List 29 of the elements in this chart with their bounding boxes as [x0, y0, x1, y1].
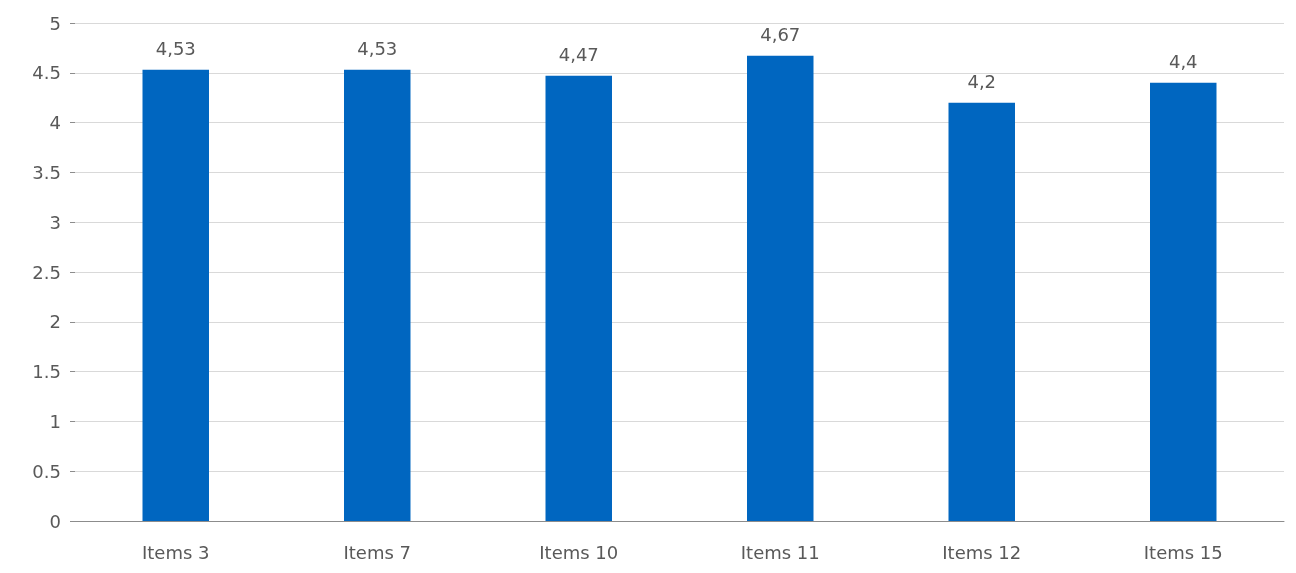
- y-tick-label: 3: [49, 211, 61, 233]
- x-tick-label: Items 15: [1143, 541, 1223, 563]
- y-tick-label: 2.5: [32, 261, 61, 283]
- x-tick-label: Items 12: [942, 541, 1022, 563]
- y-tick-label: 4.5: [32, 62, 61, 84]
- bar: [344, 69, 411, 521]
- y-tick-label: 0: [49, 510, 61, 532]
- x-tick-label: Items 3: [141, 541, 210, 563]
- y-tick-label: 2: [49, 311, 61, 333]
- x-tick-label: Items 10: [539, 541, 619, 563]
- bar: [545, 75, 612, 521]
- x-tick-label: Items 7: [343, 541, 412, 563]
- x-tick-label: Items 11: [740, 541, 820, 563]
- y-tick-label: 0.5: [32, 460, 61, 482]
- data-label: 4,4: [1168, 51, 1198, 73]
- y-tick-label: 3.5: [32, 161, 61, 183]
- bar: [142, 69, 209, 521]
- bar: [747, 55, 814, 521]
- data-label: 4,53: [155, 38, 196, 60]
- data-label: 4,53: [357, 38, 398, 60]
- bar: [1150, 82, 1217, 521]
- data-label: 4,67: [760, 24, 801, 46]
- y-tick-label: 1: [49, 410, 61, 432]
- y-tick-label: 1.5: [32, 361, 61, 383]
- data-label: 4,47: [558, 44, 599, 66]
- bar: [948, 102, 1015, 521]
- data-label: 4,2: [967, 71, 997, 93]
- y-tick-label: 5: [49, 12, 61, 34]
- y-tick-label: 4: [49, 112, 61, 134]
